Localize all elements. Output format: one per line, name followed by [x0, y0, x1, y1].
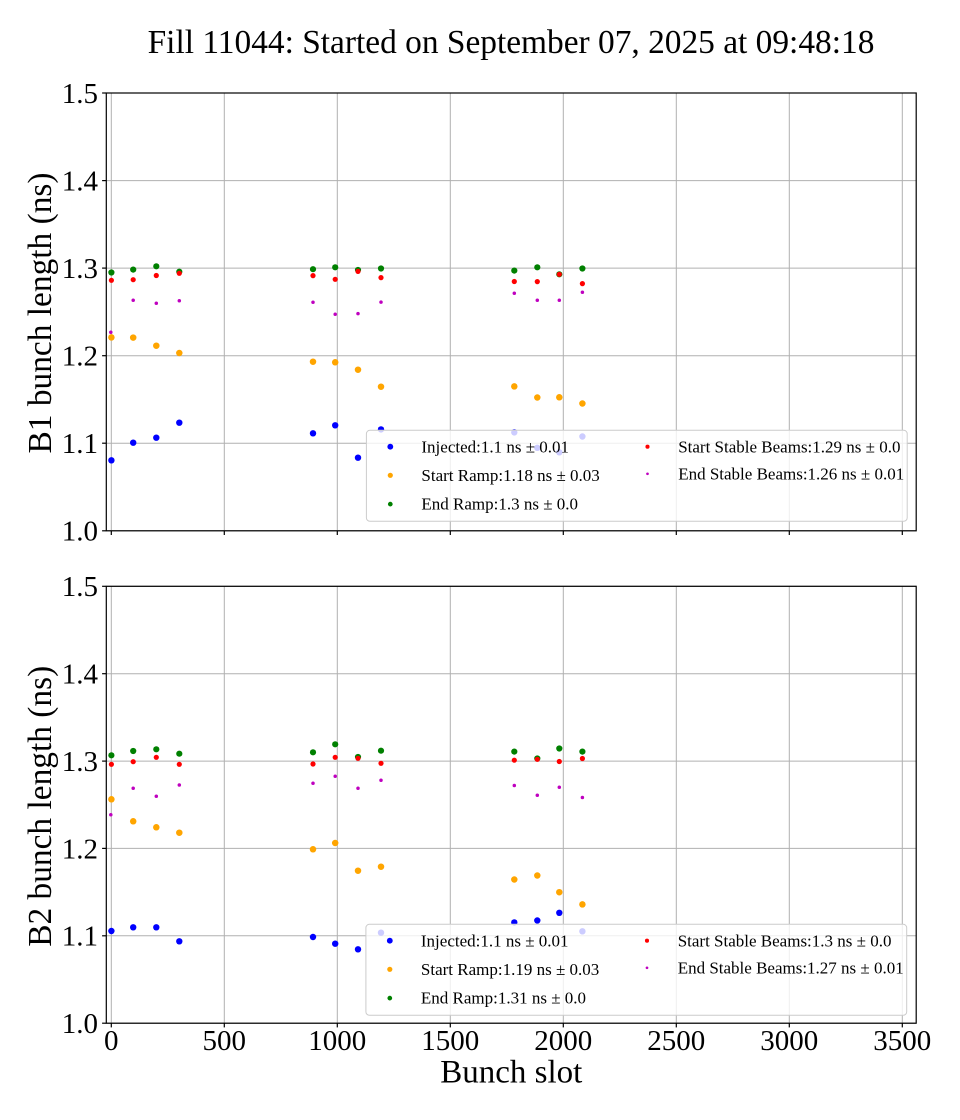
svg-text:Start Stable Beams:1.29 ns ± 0: Start Stable Beams:1.29 ns ± 0.0: [678, 437, 900, 456]
svg-text:500: 500: [203, 1025, 247, 1057]
svg-text:End Ramp:1.31 ns ± 0.0: End Ramp:1.31 ns ± 0.0: [421, 989, 586, 1008]
svg-text:1.4: 1.4: [62, 659, 99, 691]
svg-text:Fill 11044: Started on Septemb: Fill 11044: Started on September 07, 202…: [148, 24, 875, 61]
svg-text:Injected:1.1 ns ± 0.01: Injected:1.1 ns ± 0.01: [421, 931, 569, 950]
svg-text:End Stable Beams:1.26 ns ± 0.0: End Stable Beams:1.26 ns ± 0.01: [678, 464, 904, 483]
svg-text:2500: 2500: [647, 1025, 705, 1057]
svg-text:Start Ramp:1.19 ns ± 0.03: Start Ramp:1.19 ns ± 0.03: [421, 960, 599, 979]
svg-text:1500: 1500: [421, 1025, 479, 1057]
svg-text:End Ramp:1.3 ns ± 0.0: End Ramp:1.3 ns ± 0.0: [421, 495, 578, 514]
svg-text:1.2: 1.2: [62, 833, 98, 865]
svg-text:1.3: 1.3: [62, 746, 98, 778]
svg-text:3500: 3500: [873, 1025, 931, 1057]
svg-text:1.2: 1.2: [62, 341, 98, 373]
svg-text:1.5: 1.5: [62, 78, 98, 110]
svg-text:End Stable Beams:1.27 ns ± 0.0: End Stable Beams:1.27 ns ± 0.01: [678, 958, 904, 977]
svg-text:1.0: 1.0: [62, 516, 98, 548]
svg-text:1.0: 1.0: [62, 1008, 98, 1040]
svg-text:3000: 3000: [760, 1025, 818, 1057]
svg-text:1.1: 1.1: [62, 428, 98, 460]
svg-text:Start Ramp:1.18 ns ± 0.03: Start Ramp:1.18 ns ± 0.03: [421, 466, 599, 485]
svg-text:B2 bunch length (ns): B2 bunch length (ns): [22, 666, 59, 947]
svg-text:B1 bunch length (ns): B1 bunch length (ns): [22, 172, 59, 453]
svg-text:0: 0: [104, 1025, 119, 1057]
svg-text:1.5: 1.5: [62, 571, 98, 603]
svg-text:Injected:1.1 ns ± 0.01: Injected:1.1 ns ± 0.01: [421, 437, 569, 456]
svg-text:Bunch slot: Bunch slot: [440, 1054, 582, 1090]
svg-text:1.4: 1.4: [62, 166, 99, 198]
svg-text:1.1: 1.1: [62, 921, 98, 953]
svg-text:1.3: 1.3: [62, 253, 98, 285]
svg-text:2000: 2000: [534, 1025, 592, 1057]
svg-text:1000: 1000: [308, 1025, 366, 1057]
svg-text:Start Stable Beams:1.3 ns ± 0.: Start Stable Beams:1.3 ns ± 0.0: [678, 931, 892, 950]
